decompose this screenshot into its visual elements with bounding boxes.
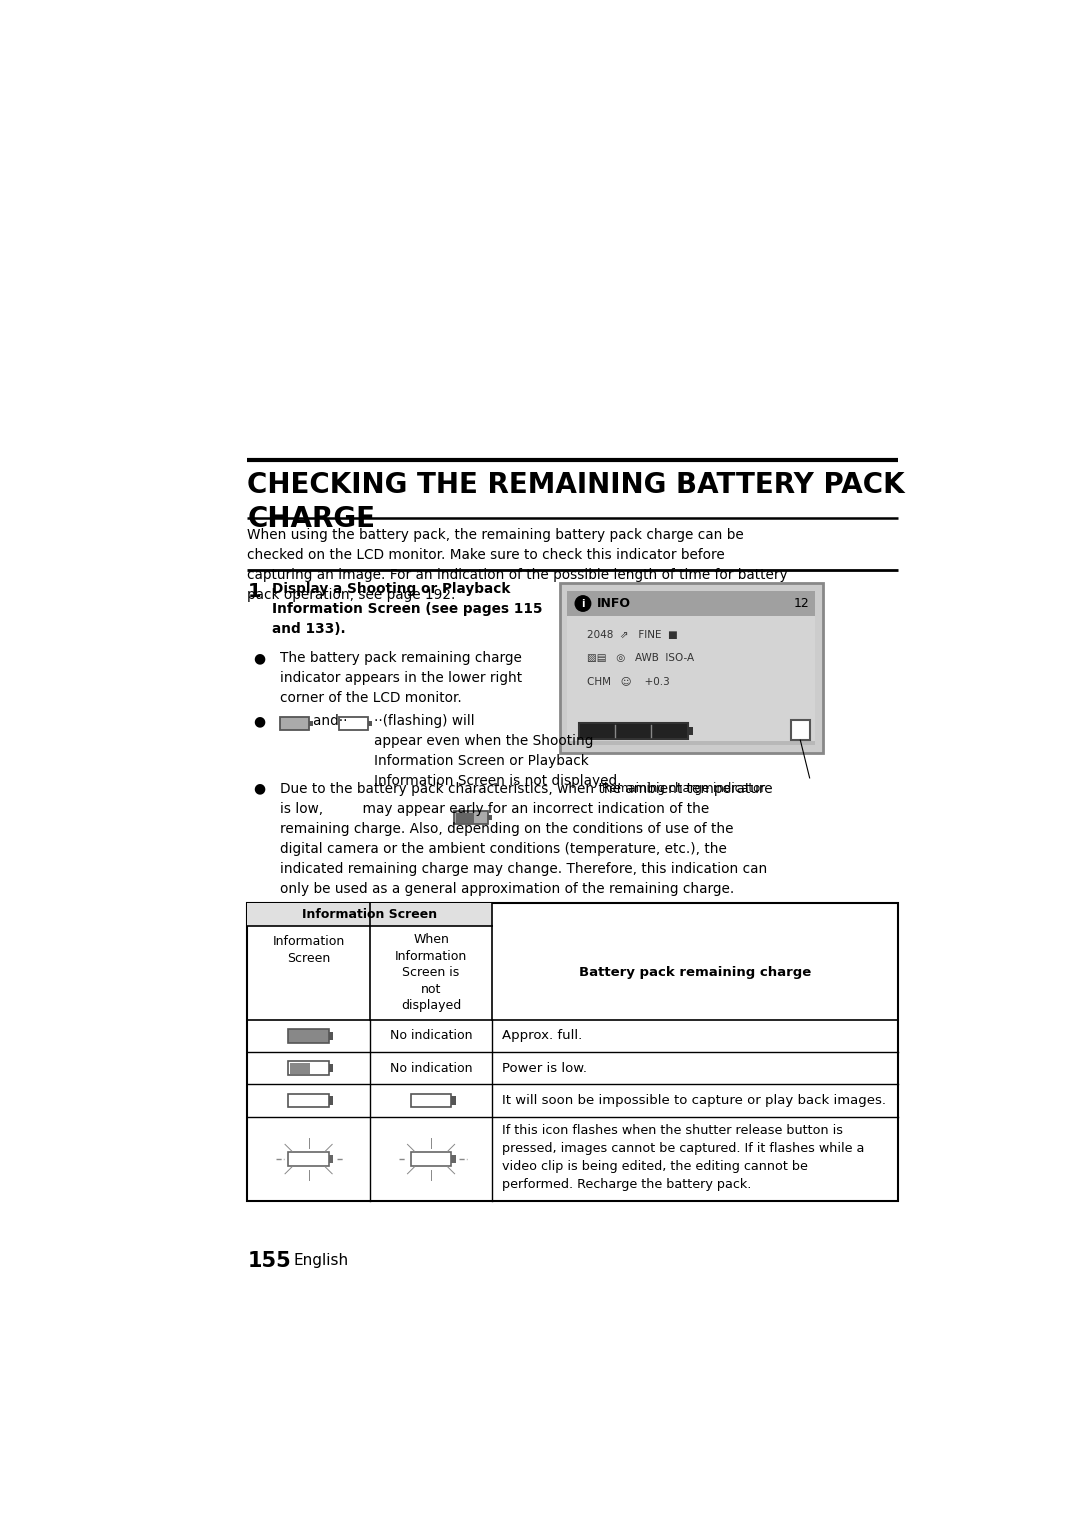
Text: Display a Shooting or Playback
Information Screen (see pages 115
and 133).: Display a Shooting or Playback Informati…: [272, 581, 542, 636]
Text: Battery pack remaining charge: Battery pack remaining charge: [579, 966, 811, 979]
Bar: [567, 590, 815, 616]
Text: ●: ●: [254, 714, 266, 728]
Bar: [291, 1063, 310, 1073]
Bar: [451, 1154, 456, 1164]
Bar: [288, 1153, 328, 1167]
Bar: [368, 722, 373, 726]
Text: 155: 155: [247, 1251, 292, 1271]
Text: 2048  ⇗   FINE  ■: 2048 ⇗ FINE ■: [586, 630, 677, 641]
Text: and··: and··: [313, 714, 352, 728]
Bar: [559, 583, 823, 752]
Text: When using the battery pack, the remaining battery pack charge can be
checked on: When using the battery pack, the remaini…: [247, 528, 788, 602]
Text: Remaining charge indicator: Remaining charge indicator: [603, 781, 766, 795]
Bar: [791, 720, 810, 740]
Text: Due to the battery pack characteristics, when the ambient temperature
is low,   : Due to the battery pack characteristics,…: [280, 781, 772, 896]
Text: English: English: [294, 1254, 349, 1268]
Bar: [328, 1032, 334, 1040]
Bar: [247, 902, 492, 925]
Bar: [339, 717, 368, 731]
Text: i: i: [581, 598, 584, 609]
Text: ●: ●: [254, 651, 266, 665]
Text: Power is low.: Power is low.: [501, 1061, 586, 1075]
Bar: [288, 1093, 328, 1107]
Bar: [567, 590, 815, 745]
Bar: [288, 1061, 328, 1075]
Text: The battery pack remaining charge
indicator appears in the lower right
corner of: The battery pack remaining charge indica…: [280, 651, 522, 705]
Bar: [567, 616, 815, 742]
Bar: [688, 728, 693, 735]
Bar: [451, 1096, 456, 1105]
Text: ··(flashing) will
appear even when the Shooting
Information Screen or Playback
I: ··(flashing) will appear even when the S…: [375, 714, 622, 787]
Text: No indication: No indication: [390, 1029, 472, 1043]
Text: ▨▤   ◎   AWB  ISO-A: ▨▤ ◎ AWB ISO-A: [586, 653, 694, 664]
Text: No indication: No indication: [390, 1061, 472, 1075]
Text: Information
Screen: Information Screen: [272, 936, 345, 965]
Text: INFO: INFO: [597, 596, 631, 610]
Text: It will soon be impossible to capture or play back images.: It will soon be impossible to capture or…: [501, 1095, 886, 1107]
Bar: [328, 1154, 334, 1164]
Circle shape: [576, 596, 591, 612]
Bar: [579, 723, 688, 739]
Bar: [328, 1096, 334, 1105]
Bar: [280, 717, 309, 731]
Bar: [456, 812, 474, 823]
Bar: [328, 1064, 334, 1072]
Bar: [410, 1153, 451, 1167]
Bar: [288, 1029, 328, 1043]
Bar: [410, 1093, 451, 1107]
Bar: [455, 810, 488, 824]
Text: Approx. full.: Approx. full.: [501, 1029, 582, 1043]
Text: ●: ●: [254, 781, 266, 795]
Text: 12: 12: [794, 596, 809, 610]
Text: CHECKING THE REMAINING BATTERY PACK
CHARGE: CHECKING THE REMAINING BATTERY PACK CHAR…: [247, 471, 905, 534]
Bar: [247, 902, 899, 1202]
Bar: [309, 722, 313, 726]
Text: 1: 1: [247, 581, 261, 601]
Text: CHM   ☺    +0.3: CHM ☺ +0.3: [586, 676, 670, 687]
Text: Information Screen: Information Screen: [302, 908, 437, 920]
Bar: [488, 815, 491, 820]
Text: When
Information
Screen is
not
displayed: When Information Screen is not displayed: [395, 934, 468, 1012]
Text: If this icon flashes when the shutter release button is
pressed, images cannot b: If this icon flashes when the shutter re…: [501, 1124, 864, 1191]
